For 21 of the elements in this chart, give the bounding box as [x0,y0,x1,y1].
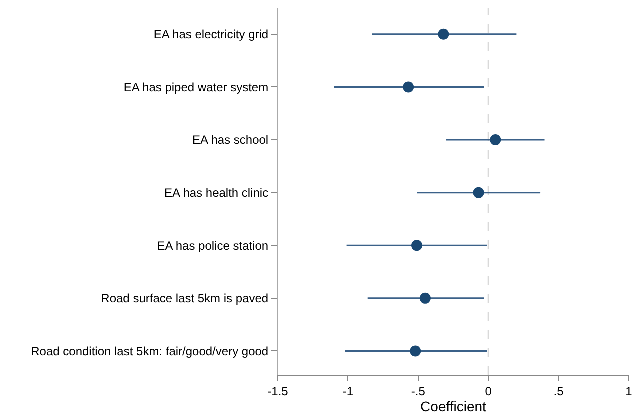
point [490,134,502,146]
y-tick-label: EA has police station [157,238,269,253]
point [410,346,422,357]
point [473,187,484,198]
x-axis-title: Coefficient [420,398,487,415]
x-tick-label: -1 [342,384,354,398]
y-tick-label: EA has electricity grid [154,28,269,42]
y-tick-label: EA has school [192,133,269,148]
point [403,82,414,93]
y-tick-label: EA has health clinic [164,186,269,200]
x-tick-label: -.5 [411,384,426,398]
x-tick-label: 0 [485,384,492,398]
y-tick-label: Road condition last 5km: fair/good/very good [31,344,269,358]
point [412,240,422,252]
point [438,28,450,40]
y-tick-label: Road surface last 5km is paved [101,292,269,306]
y-tick-label: EA has piped water system [124,80,269,94]
point [420,292,431,304]
x-tick-label: .5 [554,384,564,398]
x-tick-label: 1 [626,384,633,398]
x-tick-label: -1.5 [268,384,289,398]
